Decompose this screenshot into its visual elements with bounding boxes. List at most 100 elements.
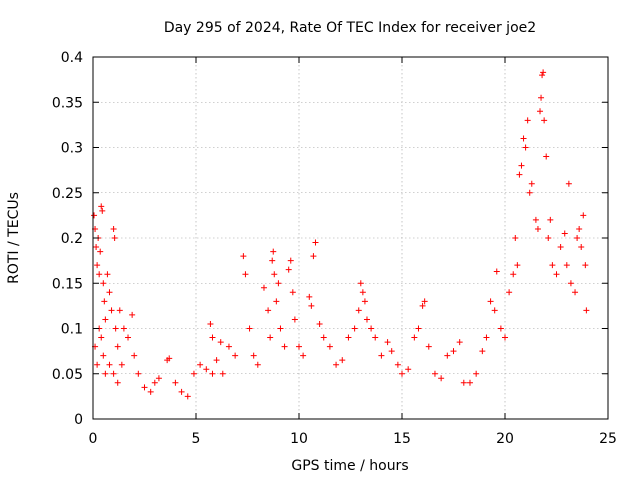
data-point [275,280,282,287]
data-point [108,307,115,314]
data-point [528,180,535,187]
data-point [190,370,197,377]
data-point [572,289,579,296]
data-point [178,388,185,395]
data-point [487,298,494,305]
data-point [254,361,261,368]
data-point [219,370,226,377]
y-tick-label: 0.3 [61,141,83,157]
data-point [147,388,154,395]
data-point [131,352,138,359]
data-point [450,348,457,355]
data-point [209,334,216,341]
data-point [289,289,296,296]
data-point [339,357,346,364]
data-point [94,262,101,269]
data-point [539,72,546,79]
data-point [549,262,556,269]
data-point [438,375,445,382]
data-point [545,235,552,241]
data-marks [91,69,590,400]
y-tick-label: 0.15 [52,276,83,292]
data-point [213,357,220,364]
data-point [93,244,100,251]
data-point [271,271,278,278]
data-point [129,311,136,318]
data-point [580,212,587,219]
x-tick-label: 20 [496,431,514,447]
data-point [473,370,480,377]
data-point [300,352,307,359]
data-point [532,216,539,223]
data-point [368,325,375,332]
x-axis-label: GPS time / hours [291,458,408,474]
data-point [209,370,216,377]
data-point [114,343,121,350]
data-point [207,320,214,327]
y-tick-label: 0.05 [52,367,83,383]
data-point [100,280,107,287]
data-point [91,212,98,219]
data-point [565,180,572,187]
data-point [460,379,467,386]
data-point [522,144,529,151]
data-point [111,235,118,241]
data-point [125,334,132,341]
data-point [394,361,401,368]
data-point [543,153,550,160]
data-point [534,225,541,232]
data-point [242,271,249,278]
data-point [118,361,125,368]
data-point [135,370,142,377]
data-point [277,325,284,332]
data-point [110,370,117,377]
data-point [578,244,585,251]
data-point [265,307,272,314]
data-point [361,298,368,305]
x-tick-label: 15 [393,431,411,447]
data-point [547,216,554,223]
data-point [372,334,379,341]
data-point [333,361,340,368]
data-point [99,207,106,214]
data-point [98,334,105,341]
chart-title: Day 295 of 2024, Rate Of TEC Index for r… [164,20,536,36]
data-point [232,352,239,359]
data-point [399,370,405,377]
data-point [225,343,232,350]
y-axis-label: ROTI / TECUs [6,192,22,284]
data-point [483,334,490,341]
data-point [510,271,517,278]
data-point [269,257,276,264]
grid [93,57,608,419]
data-point [97,248,104,255]
data-point [415,325,422,332]
data-point [563,262,570,269]
x-tick-label: 10 [290,431,308,447]
data-point [583,307,590,314]
data-point [155,375,162,382]
data-point [246,325,253,332]
data-point [411,334,418,341]
y-tick-label: 0.4 [61,50,83,66]
y-tick-label: 0 [74,412,83,428]
data-point [250,352,257,359]
data-point [431,370,438,377]
data-point [106,361,113,368]
data-point [94,361,101,368]
data-point [576,225,583,232]
data-point [518,162,525,169]
data-point [151,379,158,386]
data-point [363,316,370,323]
data-point [98,203,105,210]
data-point [345,334,352,341]
data-point [141,384,148,391]
data-point [553,271,560,278]
data-point [281,343,288,350]
data-point [574,235,581,241]
data-point [240,253,247,260]
data-point [120,325,127,332]
data-point [203,366,210,373]
data-point [306,293,313,300]
